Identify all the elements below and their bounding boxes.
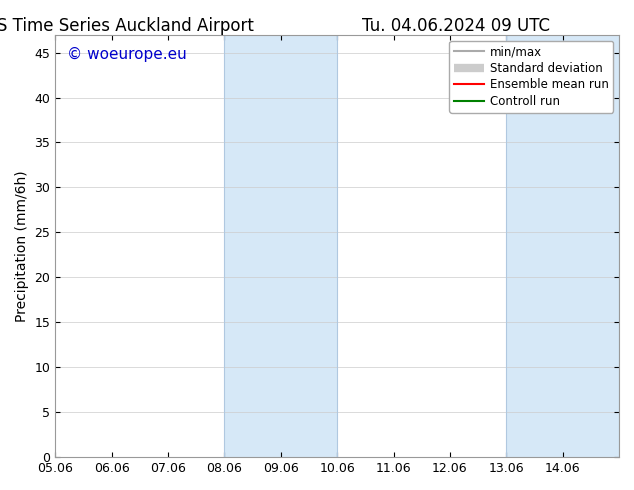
- Bar: [507, 35, 619, 457]
- Y-axis label: Precipitation (mm/6h): Precipitation (mm/6h): [15, 170, 29, 321]
- Text: © woeurope.eu: © woeurope.eu: [67, 47, 186, 62]
- Bar: [224, 35, 337, 457]
- Text: Tu. 04.06.2024 09 UTC: Tu. 04.06.2024 09 UTC: [363, 17, 550, 35]
- Text: ENS Time Series Auckland Airport: ENS Time Series Auckland Airport: [0, 17, 254, 35]
- Legend: min/max, Standard deviation, Ensemble mean run, Controll run: min/max, Standard deviation, Ensemble me…: [450, 41, 613, 113]
